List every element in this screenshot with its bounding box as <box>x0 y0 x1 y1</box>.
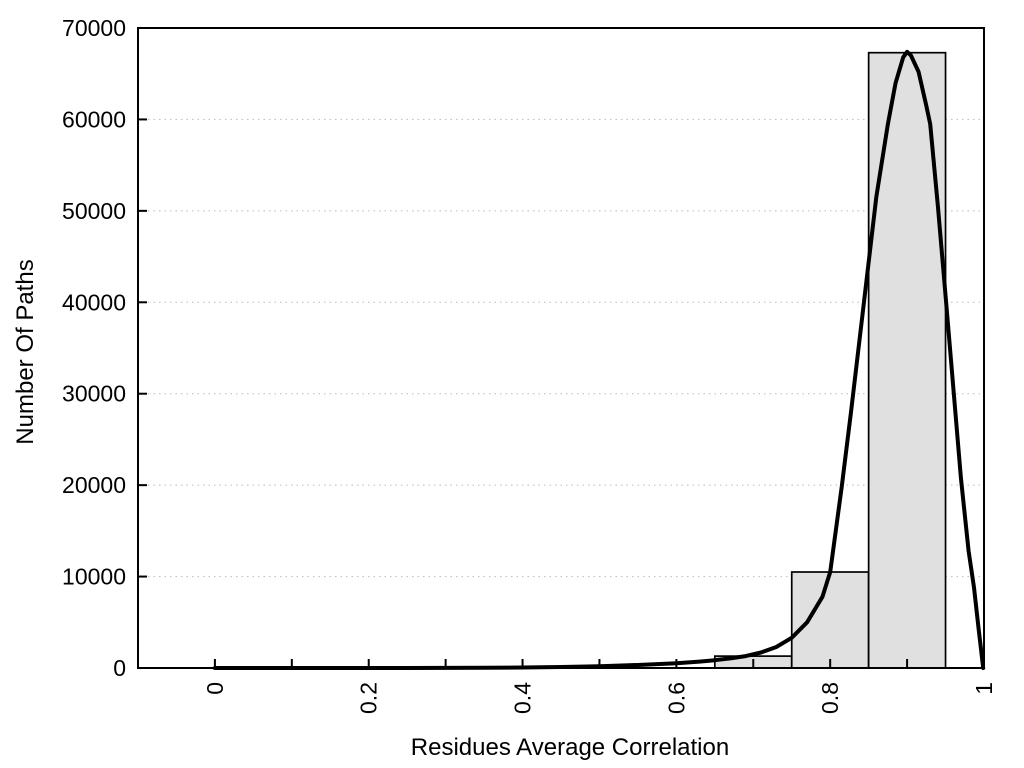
x-tick-label: 1 <box>971 682 997 695</box>
y-tick-label: 60000 <box>62 106 126 132</box>
y-tick-label: 0 <box>113 655 126 681</box>
x-tick-label: 0.8 <box>817 682 843 714</box>
y-tick-label: 30000 <box>62 381 126 407</box>
y-tick-label: 10000 <box>62 564 126 590</box>
plot-border <box>137 27 985 669</box>
axes-layer <box>137 27 985 669</box>
histogram-bar <box>790 571 870 669</box>
x-tick-label: 0 <box>202 682 228 695</box>
grid-layer <box>148 118 984 578</box>
y-tick-label: 20000 <box>62 472 126 498</box>
x-tick-label: 0.4 <box>510 682 536 714</box>
x-tick-label: 0.2 <box>356 682 382 714</box>
y-tick-label: 50000 <box>62 198 126 224</box>
y-tick-label: 40000 <box>62 289 126 315</box>
x-tick-label: 0.6 <box>663 682 689 714</box>
y-tick-label: 70000 <box>62 15 126 41</box>
x-axis-title: Residues Average Correlation <box>411 734 729 761</box>
tick-labels-layer: 0 10000 20000 30000 40000 50000 60000 70000 0 0.2… <box>62 15 997 714</box>
y-axis-title: Number Of Paths <box>12 259 39 444</box>
